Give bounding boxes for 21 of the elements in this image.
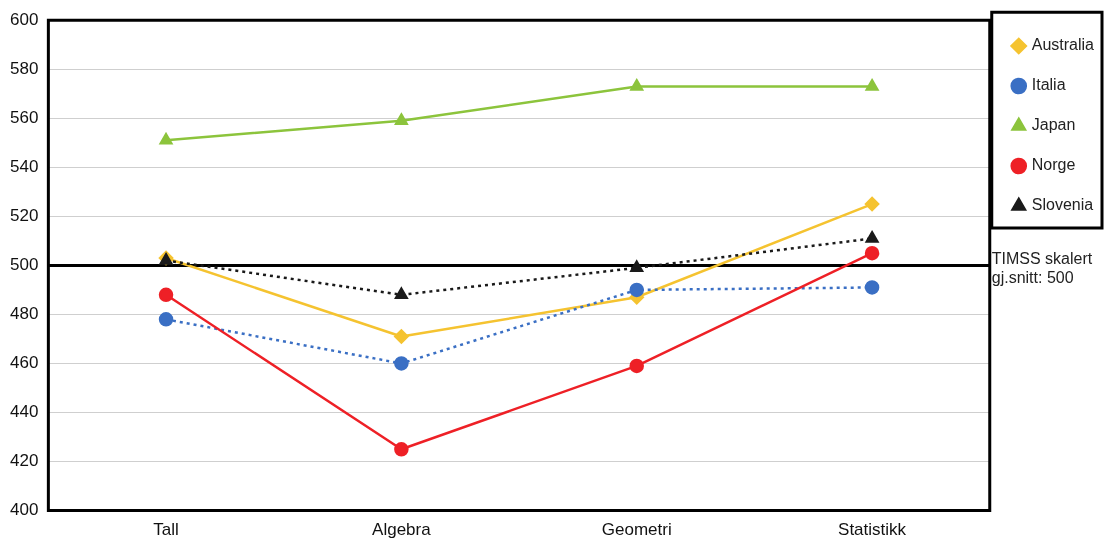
y-tick-label: 540 — [9, 157, 39, 177]
legend-label: Slovenia — [1031, 196, 1094, 214]
y-tick-label: 520 — [9, 206, 39, 226]
legend-label: Norge — [1031, 156, 1076, 174]
legend-label: Japan — [1031, 116, 1076, 134]
y-tick-label: 400 — [9, 500, 39, 520]
y-tick-label: 580 — [9, 58, 39, 78]
y-tick-label: 600 — [9, 9, 39, 29]
legend-label: Australia — [1031, 36, 1095, 54]
y-tick-label: 420 — [9, 451, 39, 471]
x-tick-label: Statistikk — [838, 520, 907, 540]
y-tick-label: 500 — [9, 255, 39, 275]
legend-label: Italia — [1031, 76, 1066, 94]
x-tick-label: Geometri — [601, 520, 672, 540]
x-tick-label: Algebra — [372, 520, 432, 540]
y-tick-label: 480 — [9, 304, 39, 324]
y-tick-label: 440 — [9, 402, 39, 422]
y-tick-label: 460 — [9, 353, 39, 373]
text: TIMSS skalert gj.snitt: 500 — [991, 250, 1093, 287]
x-tick-label: Tall — [153, 520, 179, 540]
y-tick-label: 560 — [9, 107, 39, 127]
